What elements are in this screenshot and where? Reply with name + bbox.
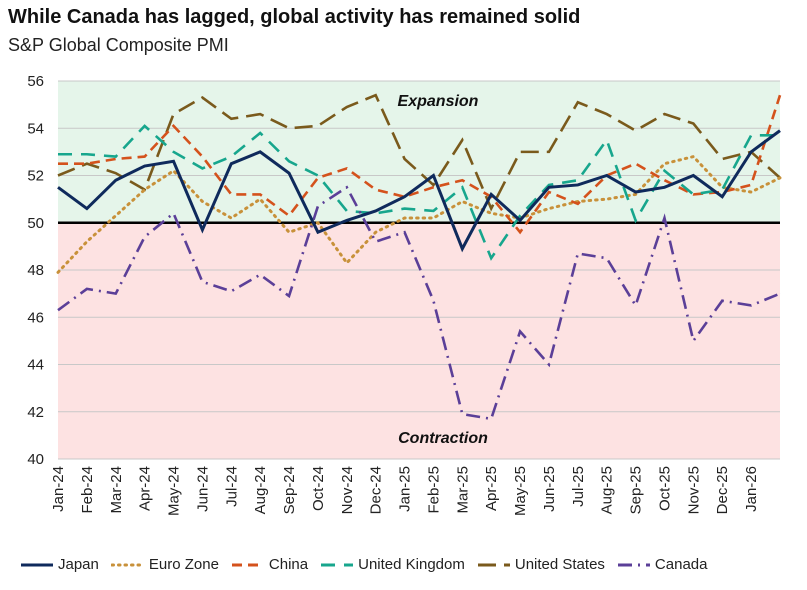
x-tick-label: Jul-25 <box>570 466 587 507</box>
x-tick-label: Apr-24 <box>137 466 154 511</box>
x-tick-label: Feb-24 <box>79 466 96 514</box>
y-tick-label: 54 <box>27 120 44 137</box>
y-tick-label: 48 <box>27 262 44 279</box>
legend: Japan Euro Zone China United Kingdom United … <box>20 556 707 573</box>
legend-swatch <box>21 563 53 566</box>
legend-item: Canada <box>617 556 708 573</box>
contraction-region <box>58 222 780 459</box>
x-tick-label: Jun-24 <box>194 466 211 512</box>
x-tick-label: Jul-24 <box>223 466 240 507</box>
x-tick-label: Oct-24 <box>310 466 327 511</box>
annotation-contraction: Contraction <box>398 430 488 447</box>
y-tick-label: 40 <box>27 451 44 468</box>
x-tick-label: Jan-24 <box>50 466 67 512</box>
x-tick-label: Sep-24 <box>281 466 298 514</box>
x-tick-label: Sep-25 <box>628 466 645 514</box>
legend-item: China <box>231 556 308 573</box>
x-tick-label: Apr-25 <box>483 466 500 511</box>
legend-item: United Kingdom <box>320 556 465 573</box>
y-tick-label: 42 <box>27 404 44 421</box>
x-tick-label: Dec-24 <box>368 466 385 514</box>
series-line-canada <box>57 185 781 421</box>
legend-label: Canada <box>654 556 708 573</box>
x-tick-label: Dec-25 <box>714 466 731 514</box>
y-tick-label: 44 <box>27 357 44 374</box>
x-tick-label: Jan-26 <box>743 466 760 512</box>
legend-item: Euro Zone <box>110 556 219 573</box>
legend-label: China <box>268 556 309 573</box>
legend-swatch <box>231 563 264 566</box>
x-tick-label: May-24 <box>166 466 183 516</box>
legend-swatch <box>477 563 510 566</box>
x-tick-label: Nov-25 <box>685 466 702 514</box>
x-tick-label: Mar-24 <box>108 466 125 514</box>
legend-item: Japan <box>20 556 99 573</box>
legend-label: United States <box>514 556 605 573</box>
x-tick-label: Aug-24 <box>252 466 269 514</box>
annotation-expansion: Expansion <box>398 93 479 110</box>
x-tick-label: May-25 <box>512 466 529 516</box>
x-tick-label: Aug-25 <box>599 466 616 514</box>
y-tick-label: 50 <box>27 215 44 232</box>
legend-item: United States <box>477 556 605 573</box>
x-tick-label: Feb-25 <box>425 466 442 514</box>
y-tick-label: 56 <box>27 73 44 90</box>
legend-label: Euro Zone <box>148 556 219 573</box>
x-tick-label: Jan-25 <box>397 466 414 512</box>
x-tick-label: Oct-25 <box>656 466 673 511</box>
x-tick-label: Nov-24 <box>339 466 356 514</box>
expansion-region <box>58 81 780 223</box>
legend-label: United Kingdom <box>358 556 465 573</box>
series-line-china <box>58 94 782 235</box>
series-line-united-kingdom <box>58 124 780 261</box>
chart-title: While Canada has lagged, global activity… <box>8 6 581 28</box>
legend-swatch <box>110 563 145 566</box>
x-tick-label: Jun-25 <box>541 466 558 512</box>
legend-swatch <box>617 563 650 566</box>
y-tick-label: 52 <box>27 168 44 185</box>
y-tick-label: 46 <box>27 309 44 326</box>
legend-swatch <box>321 563 354 566</box>
series-line-japan <box>57 129 781 253</box>
chart-subtitle: S&P Global Composite PMI <box>8 35 229 55</box>
x-tick-label: Mar-25 <box>454 466 471 514</box>
legend-label: Japan <box>58 556 99 573</box>
